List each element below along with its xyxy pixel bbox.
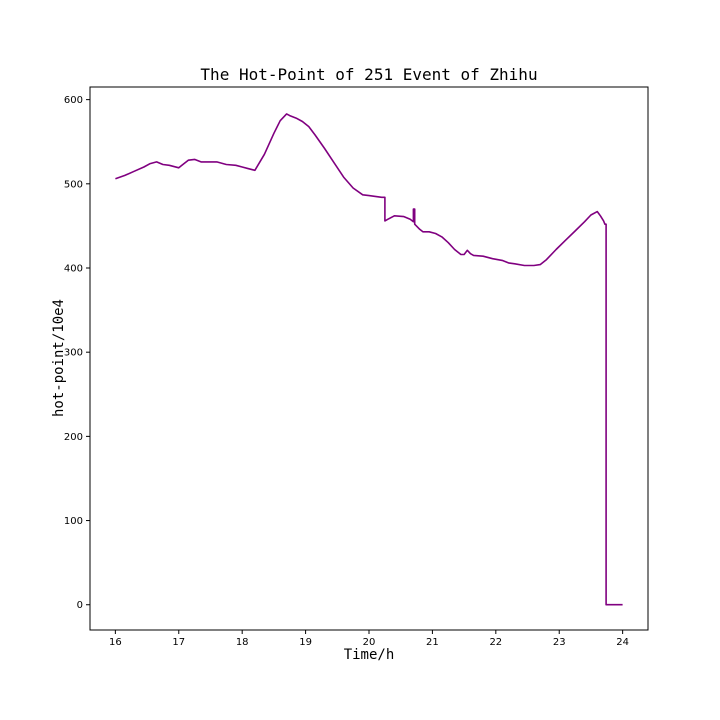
y-tick-label: 100: [64, 516, 83, 527]
x-tick-label: 20: [363, 637, 376, 648]
y-tick-label: 400: [64, 264, 83, 275]
x-tick-label: 18: [236, 637, 249, 648]
x-tick-label: 22: [489, 637, 502, 648]
y-tick-label: 600: [64, 95, 83, 106]
chart-title: The Hot-Point of 251 Event of Zhihu: [200, 65, 537, 84]
x-tick-label: 16: [109, 637, 122, 648]
x-tick-label: 21: [426, 637, 439, 648]
x-tick-label: 24: [616, 637, 629, 648]
y-tick-label: 200: [64, 432, 83, 443]
y-tick-label: 500: [64, 179, 83, 190]
y-tick-label: 300: [64, 348, 83, 359]
x-axis: 16 17 18 19 20 21 22 23 24: [109, 630, 629, 648]
x-axis-label: Time/h: [344, 647, 395, 663]
plot-area: [115, 113, 623, 606]
y-tick-label: 0: [77, 600, 83, 611]
x-tick-label: 19: [299, 637, 312, 648]
series-line: [115, 113, 623, 606]
x-tick-label: 23: [553, 637, 566, 648]
y-axis: 0 100 200 300 400 500 600: [64, 95, 90, 611]
x-tick-label: 17: [172, 637, 185, 648]
y-axis-label: hot-point/10e4: [51, 299, 67, 417]
